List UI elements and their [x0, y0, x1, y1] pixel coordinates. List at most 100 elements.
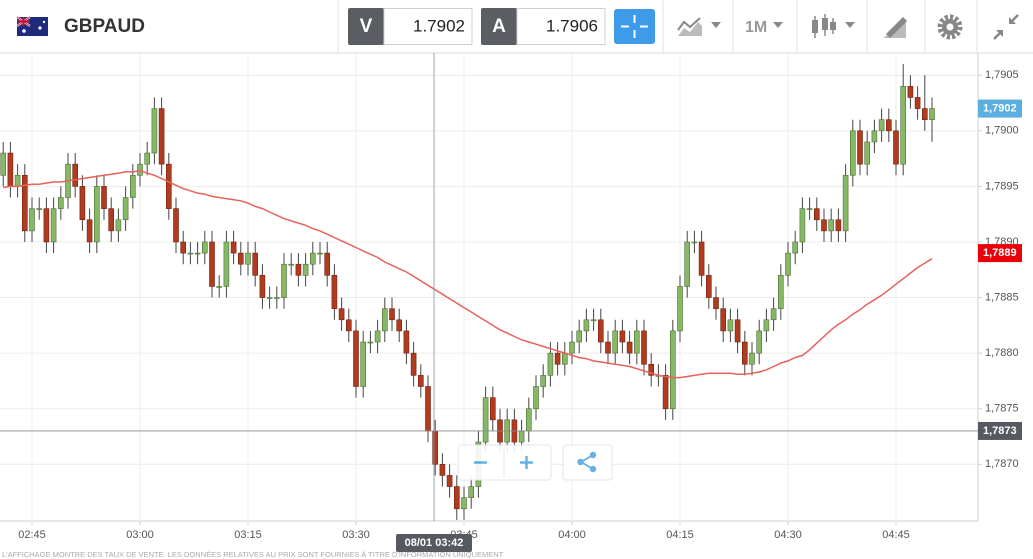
candle-body — [223, 241, 230, 287]
candle-body — [857, 130, 863, 165]
candle-body — [929, 108, 935, 120]
candle-body — [453, 486, 460, 510]
candle-body — [806, 208, 813, 210]
candle-body — [821, 219, 827, 232]
candle-body — [749, 352, 755, 365]
y-tick-label: 1,7895 — [985, 180, 1019, 192]
y-tick-label: 1,7875 — [985, 403, 1019, 415]
sell-button[interactable]: V 1.7902 — [348, 8, 473, 45]
timeframe[interactable]: 1M — [745, 19, 767, 36]
candle-body — [691, 241, 698, 244]
candle-body — [389, 308, 395, 321]
share-box — [562, 444, 613, 481]
candle-body — [633, 330, 640, 354]
candle-body — [785, 252, 791, 276]
candle-body — [345, 319, 352, 332]
candle-body — [166, 163, 172, 209]
candle-body — [619, 330, 626, 343]
candle-body — [14, 174, 21, 187]
candle-body — [777, 275, 784, 309]
candle-body — [648, 363, 655, 376]
candle-body — [669, 330, 676, 410]
candle-body — [432, 430, 439, 465]
candle-body — [216, 286, 222, 288]
crosshair-y-label: 1,7873 — [983, 425, 1017, 437]
candle-body — [907, 86, 914, 98]
candle-body — [36, 208, 43, 210]
candle-body — [705, 275, 712, 298]
candle-body — [900, 86, 907, 165]
zoom-controls — [457, 444, 613, 481]
sell-price[interactable]: 1.7902 — [413, 16, 465, 35]
price-tag-label: 1,7889 — [983, 247, 1017, 259]
candle-body — [122, 197, 129, 221]
chart-type-button[interactable] — [677, 17, 721, 36]
candle-body — [468, 486, 475, 498]
candle-body — [245, 252, 251, 265]
candle-body — [849, 130, 856, 176]
draw-button[interactable] — [883, 17, 907, 38]
candle-body — [158, 108, 165, 165]
timeframe-button[interactable]: 1M — [745, 19, 783, 36]
y-tick-label: 1,7880 — [985, 347, 1019, 359]
candle-body — [72, 163, 78, 187]
candle-body — [677, 286, 683, 332]
x-tick-label: 04:30 — [774, 529, 802, 541]
candle-body — [7, 152, 14, 187]
collapse-button[interactable] — [993, 14, 1019, 40]
x-tick-label: 02:45 — [18, 529, 46, 541]
candle-body — [605, 341, 611, 354]
share[interactable] — [577, 451, 597, 473]
y-tick-label: 1,7885 — [985, 291, 1019, 303]
candle-body — [410, 352, 417, 376]
candle-body — [50, 208, 57, 243]
candle-body — [252, 252, 258, 276]
candle-type-button[interactable] — [812, 14, 855, 38]
candle-body — [756, 330, 763, 354]
candle-body — [425, 386, 431, 432]
x-tick-label: 04:15 — [666, 529, 694, 541]
candle-body — [626, 341, 633, 354]
candle-body — [79, 186, 86, 221]
candle-body — [727, 319, 734, 332]
candle-body — [734, 319, 741, 343]
candle-body — [525, 408, 532, 432]
zoom-in[interactable] — [520, 456, 533, 469]
candle-body — [828, 219, 835, 232]
candle-body — [86, 219, 93, 243]
candle-body — [338, 308, 345, 321]
candle-body — [720, 308, 727, 332]
candle-body — [187, 252, 194, 255]
candle-body — [489, 397, 496, 421]
candle-body — [115, 219, 122, 232]
candle-body — [302, 263, 309, 276]
candle-body — [130, 174, 136, 198]
candle-body — [698, 241, 705, 276]
candle-body — [763, 319, 770, 332]
candle-body — [374, 330, 381, 343]
candle-body — [144, 152, 150, 165]
y-tick-label: 1,7870 — [985, 458, 1019, 470]
buy-price[interactable]: 1.7906 — [546, 16, 598, 35]
y-tick-label: 1,7900 — [985, 125, 1019, 137]
candle-body — [835, 219, 842, 232]
candle-body — [576, 330, 583, 343]
candle-body — [864, 141, 871, 165]
candle-body — [583, 319, 590, 332]
crosshair-button[interactable] — [614, 9, 655, 44]
candle-body — [94, 186, 100, 243]
candle-body — [597, 319, 604, 343]
sell-label[interactable]: V — [360, 16, 373, 37]
price-tag — [978, 244, 1022, 263]
candle-body — [202, 241, 208, 254]
settings-button[interactable] — [937, 14, 963, 40]
candle-body — [317, 252, 323, 255]
candle-body — [403, 330, 410, 354]
buy-button[interactable]: A 1.7906 — [481, 8, 606, 45]
candle-body — [101, 186, 107, 209]
disclaimer: L'AFFICHAGE MONTRE DES TAUX DE VENTE. LE… — [2, 550, 504, 559]
candle-body — [684, 241, 691, 287]
candle-body — [324, 252, 331, 276]
buy-label[interactable]: A — [492, 16, 506, 37]
